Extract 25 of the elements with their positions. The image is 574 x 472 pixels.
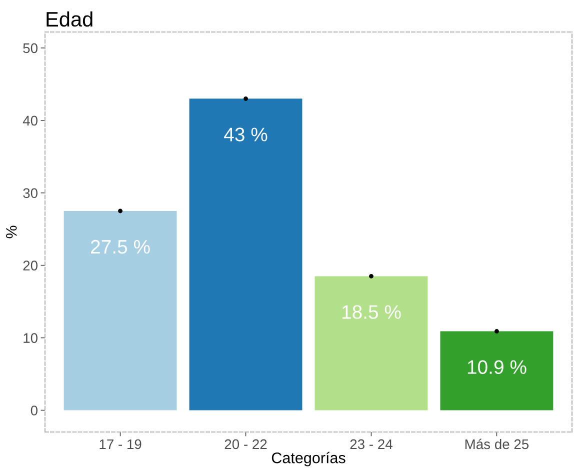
point: [118, 208, 123, 214]
data-label: 27.5 %: [91, 240, 150, 254]
x-axis-title: Categorías: [272, 452, 346, 466]
bar: [440, 331, 554, 410]
y-tick-label: 0: [30, 406, 38, 416]
data-label: 43 %: [224, 128, 268, 142]
data-label: 18.5 %: [342, 305, 401, 319]
data-label: 10.9 %: [468, 360, 526, 374]
y-tick-label: 30: [23, 188, 38, 198]
y-axis-title: %: [6, 226, 17, 238]
x-tick-label: Más de 25: [465, 438, 529, 450]
x-tick-label: 17 - 19: [100, 439, 142, 450]
y-tick-label: 10: [24, 333, 38, 343]
bar: [64, 210, 177, 410]
bar: [314, 276, 428, 410]
point: [494, 329, 499, 334]
chart-title: Edad: [46, 11, 92, 27]
y-tick-label: 50: [23, 43, 38, 54]
x-tick-label: 23 - 24: [350, 439, 392, 450]
y-tick-label: 20: [23, 260, 38, 271]
point: [244, 96, 248, 101]
x-tick-label: 20 - 22: [224, 439, 267, 450]
y-tick-label: 40: [22, 116, 38, 126]
point: [369, 274, 374, 278]
bar: [189, 98, 302, 410]
